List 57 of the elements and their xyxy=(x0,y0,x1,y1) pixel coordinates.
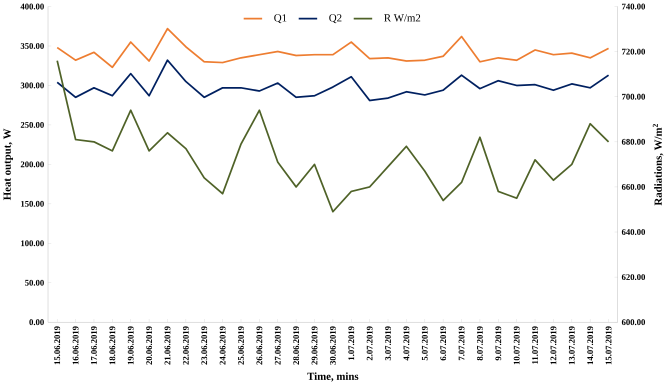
y-tick-label: 150.00 xyxy=(21,200,44,207)
x-tick-label: 2.07.2019 xyxy=(366,326,373,360)
x-tick-label: 7.07.2019 xyxy=(458,326,464,360)
y-tick-label: 100.00 xyxy=(21,240,44,246)
line-series xyxy=(56,60,610,213)
x-tick-label: 3.07.2019 xyxy=(385,326,391,360)
x-axis-title: Time, mins xyxy=(307,372,358,382)
x-tick-label: 21.06.2019 xyxy=(164,326,170,365)
line-series xyxy=(56,59,610,102)
legend-label: Q2 xyxy=(329,14,342,24)
x-tick-label: 13.07.2019 xyxy=(568,326,575,364)
x-tick-label: 30.06.2019 xyxy=(330,326,336,365)
x-tick-label: 11.07.2019 xyxy=(532,326,538,364)
x-tick-label: 20.06.2019 xyxy=(146,326,152,365)
x-tick-label: 16.06.2019 xyxy=(72,326,79,364)
y2-tick-label: 700.00 xyxy=(622,94,646,100)
y2-tick-label: 680.00 xyxy=(622,138,646,145)
x-tick-label: 6.07.2019 xyxy=(440,326,446,360)
legend-label: Q1 xyxy=(274,14,286,24)
y-tick-label: 350.00 xyxy=(20,42,44,49)
x-tick-label: 18.06.2019 xyxy=(109,326,116,364)
x-tick-label: 5.07.2019 xyxy=(422,326,428,360)
x-tick-label: 15.07.2019 xyxy=(606,326,612,364)
y2-tick-label: 660.00 xyxy=(622,184,646,190)
x-tick-label: 19.06.2019 xyxy=(128,326,134,364)
x-tick-label: 17.06.2019 xyxy=(91,326,97,364)
y2-tick-label: 620.00 xyxy=(622,274,646,280)
y-tick-label: 250.00 xyxy=(20,122,44,128)
y-tick-label: 0.00 xyxy=(29,319,44,326)
y-tick-label: 200.00 xyxy=(20,161,44,168)
line-series xyxy=(56,28,610,68)
y2-tick-label: 740.00 xyxy=(622,4,646,10)
x-tick-label: 10.07.2019 xyxy=(514,326,520,364)
x-tick-label: 12.07.2019 xyxy=(550,326,556,364)
x-tick-label: 4.07.2019 xyxy=(403,326,410,360)
x-tick-label: 26.06.2019 xyxy=(256,326,262,365)
y-tick-label: 50.00 xyxy=(25,280,44,286)
x-tick-label: 23.06.2019 xyxy=(201,326,208,365)
x-tick-label: 15.06.2019 xyxy=(54,326,60,364)
x-tick-label: 14.07.2019 xyxy=(587,326,594,364)
x-tick-label: 8.07.2019 xyxy=(476,326,483,360)
x-tick-label: 29.06.2019 xyxy=(312,326,318,365)
y2-tick-label: 720.00 xyxy=(622,48,646,54)
y2-axis-title: Radiations, W/m$^{2}$ xyxy=(652,124,664,206)
legend-label: R W/m2 xyxy=(384,14,420,22)
x-tick-label: 28.06.2019 xyxy=(293,326,300,365)
y-tick-label: 300.00 xyxy=(20,82,44,88)
x-tick-label: 27.06.2019 xyxy=(274,326,281,365)
y2-tick-label: 600.00 xyxy=(622,319,646,326)
x-tick-label: 9.07.2019 xyxy=(495,326,502,360)
y2-tick-label: 640.00 xyxy=(622,229,646,235)
y-tick-label: 400.00 xyxy=(20,4,44,10)
x-tick-label: 1.07.2019 xyxy=(348,326,354,360)
y-axis-title: Heat output, W xyxy=(4,128,13,200)
x-tick-label: 25.06.2019 xyxy=(238,326,244,365)
x-tick-label: 24.06.2019 xyxy=(220,326,226,365)
x-tick-label: 22.06.2019 xyxy=(182,326,189,365)
